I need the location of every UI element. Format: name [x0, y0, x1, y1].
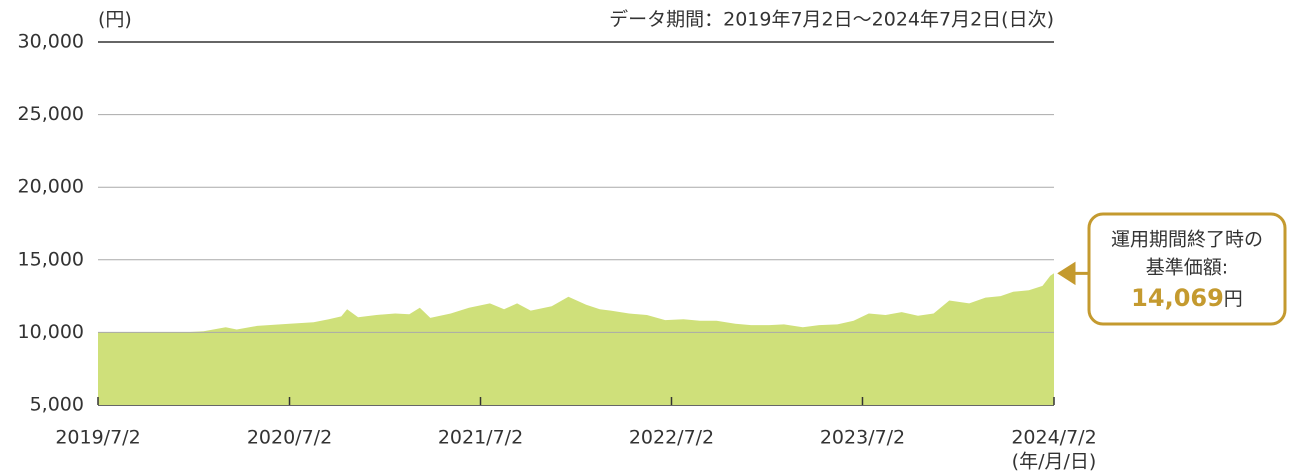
callout-box: [1087, 212, 1287, 326]
x-tick-label: 2019/7/2: [55, 427, 140, 449]
x-label: (年/月/日): [1012, 451, 1097, 473]
callout-number: 14,069: [1131, 284, 1224, 312]
y-tick-label: 10,000: [18, 321, 84, 343]
callout-line: 運用期間終了時の: [1111, 229, 1263, 251]
callout-line: 基準価額:: [1146, 257, 1228, 279]
x-tick-label: 2020/7/2: [247, 427, 332, 449]
x-tick-label: 2024/7/2: [1011, 427, 1096, 449]
y-tick-label: 25,000: [18, 103, 84, 125]
y-unit: (円): [98, 9, 132, 31]
x-tick-label: 2021/7/2: [438, 427, 523, 449]
y-tick-label: 5,000: [30, 394, 84, 416]
subtitle: データ期間：2019年7月2日～2024年7月2日(日次): [609, 9, 1054, 31]
area: [98, 273, 1054, 405]
y-tick-label: 20,000: [18, 176, 84, 198]
callout-unit: 円: [1224, 288, 1243, 310]
y-tick-label: 30,000: [18, 31, 84, 53]
callout-value: 14,069円: [1131, 284, 1243, 312]
x-tick-label: 2023/7/2: [820, 427, 905, 449]
x-tick-label: 2022/7/2: [629, 427, 714, 449]
y-tick-label: 15,000: [18, 248, 84, 270]
callout-arrow: [1057, 261, 1089, 286]
